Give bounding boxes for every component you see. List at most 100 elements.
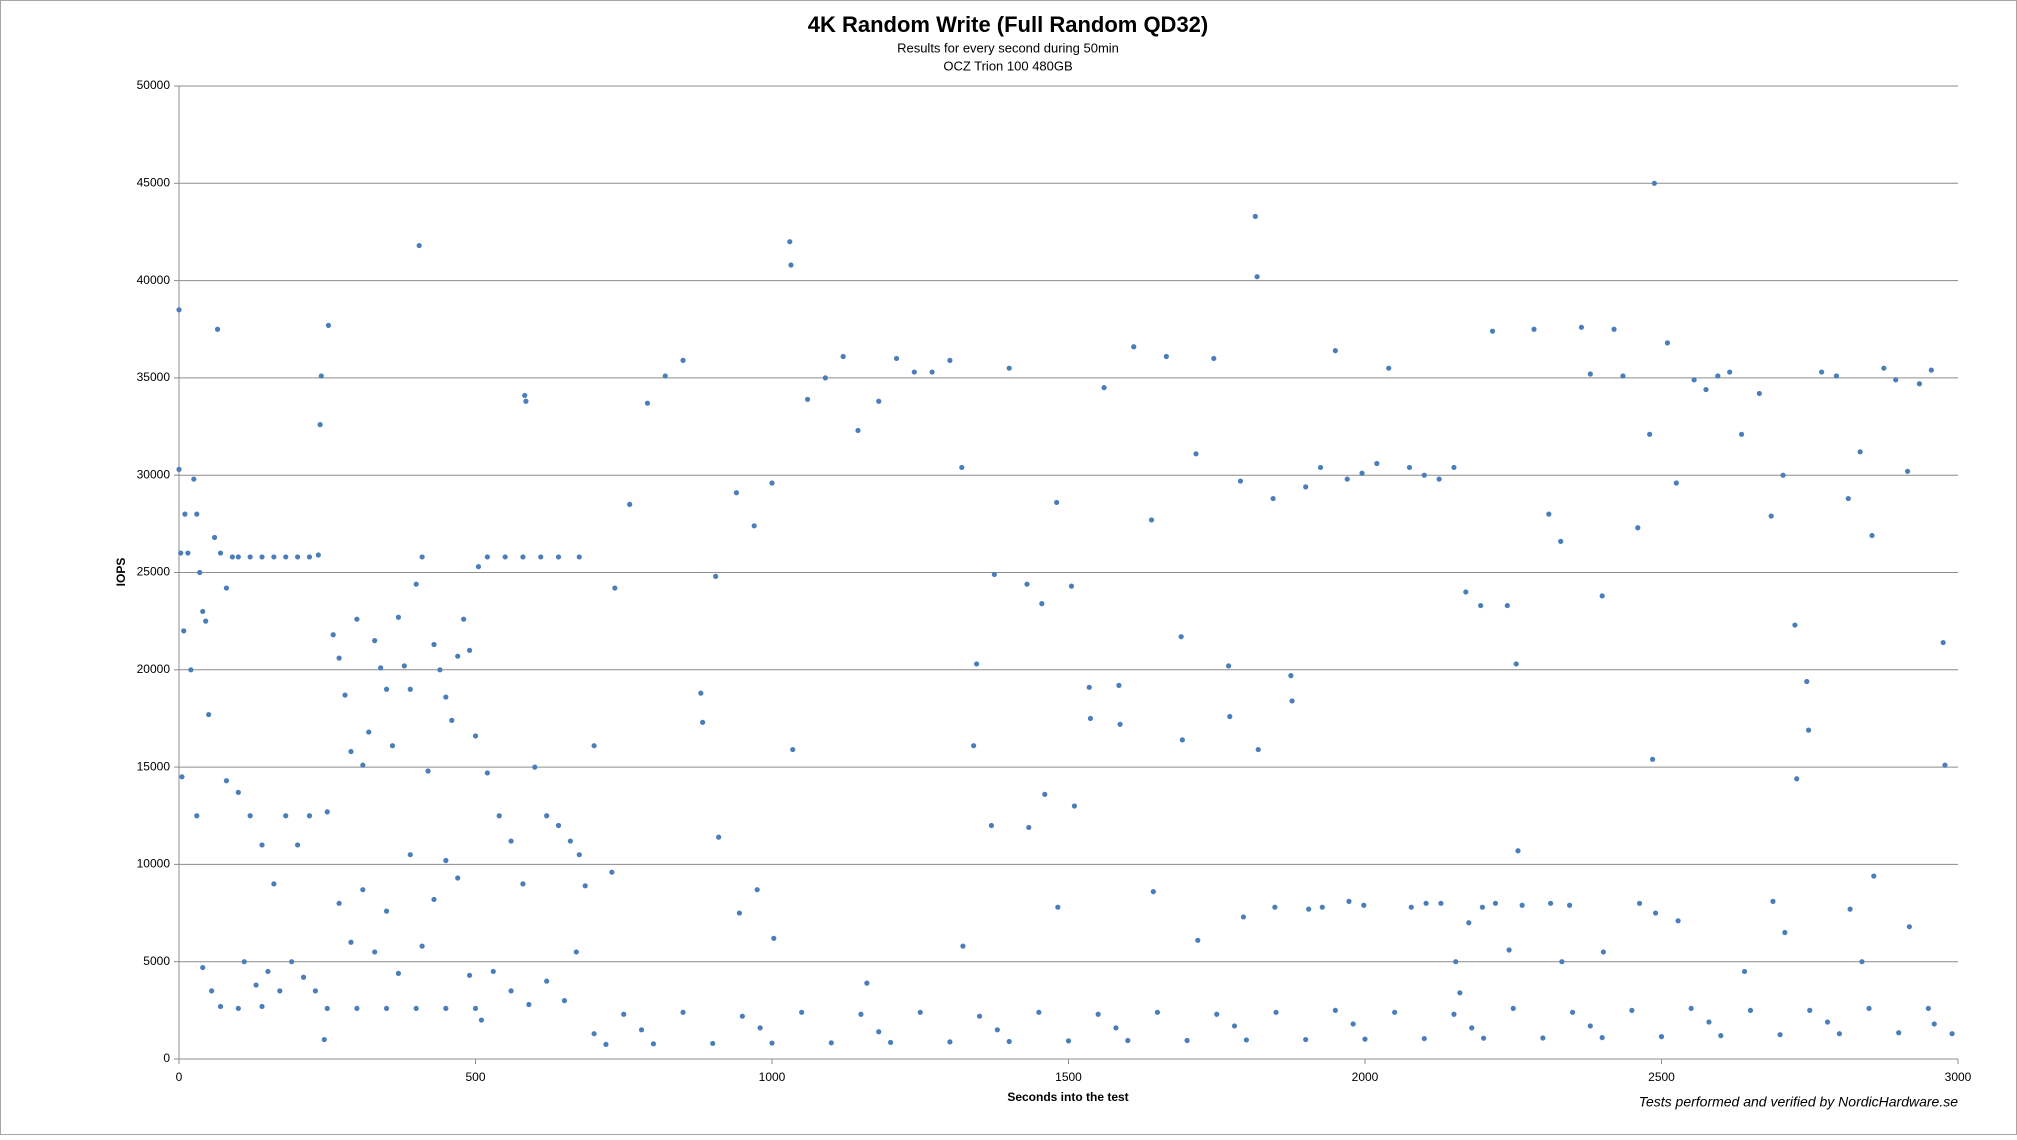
data-point [1510,1005,1516,1012]
data-point [1436,476,1442,482]
data-point [1893,377,1899,383]
data-point [1039,601,1045,607]
data-point [1071,803,1078,809]
data-point [1675,918,1681,924]
data-point [1703,386,1709,393]
data-point [419,943,425,949]
data-point [336,655,342,661]
data-point [354,1005,360,1012]
data-point [312,988,318,994]
data-point [1664,340,1671,346]
data-point [1024,581,1030,587]
data-point [736,910,742,916]
x-tick-label: 3000 [1945,1070,1972,1084]
data-point [271,554,277,560]
data-point [1906,924,1912,930]
data-point [383,1005,390,1012]
data-point [769,1040,775,1046]
data-point [475,564,482,570]
data-point [757,1025,763,1031]
data-point [1042,791,1048,797]
data-point [217,1003,224,1010]
data-point [576,554,582,560]
data-point [1845,495,1851,502]
data-point [754,887,760,893]
data-point [787,239,793,245]
data-point [1741,968,1748,975]
data-point [1255,746,1261,753]
data-point [576,852,582,858]
data-point [1548,900,1554,906]
data-point [788,262,794,268]
data-point [603,1041,609,1048]
data-point [1453,959,1459,965]
data-point [698,690,704,696]
data-point [959,464,965,471]
data-point [888,1039,894,1046]
data-point [1226,663,1232,669]
data-point [1086,684,1092,690]
data-point [591,1031,597,1037]
data-point [1940,639,1946,646]
y-tick-label: 25000 [137,565,171,579]
y-tick-label: 5000 [143,954,170,968]
data-point [1504,602,1510,609]
data-point [324,1005,330,1012]
data-point [1777,1032,1783,1038]
data-point [1629,1007,1635,1013]
data-point [461,616,467,622]
data-point [544,978,550,984]
data-point [804,396,811,402]
data-point [419,554,425,560]
data-point [1492,900,1499,906]
data-point [1718,1033,1724,1039]
data-point [1463,589,1469,595]
data-point [1824,1019,1831,1025]
data-point [1026,824,1032,831]
data-point [561,998,568,1004]
data-point [443,1005,449,1012]
data-point [947,1039,953,1045]
data-point [1942,762,1948,768]
data-point [1211,355,1217,362]
data-point [348,939,354,945]
data-point [372,949,378,955]
data-point [1113,1025,1119,1031]
data-point [911,369,917,375]
data-point [259,842,265,848]
y-tick-label: 45000 [137,175,171,189]
data-point [1857,449,1863,455]
data-point [700,719,706,725]
data-point [1421,1035,1427,1042]
data-point [1374,460,1380,467]
data-point [1231,1023,1238,1029]
data-point [1780,472,1786,478]
data-point [1782,929,1788,936]
data-point [710,1040,716,1047]
data-point [1361,902,1367,908]
data-point [1896,1030,1902,1036]
data-point [372,638,378,644]
y-tick-label: 40000 [137,273,171,287]
data-point [176,466,182,472]
data-point [864,980,870,986]
data-point [1332,1007,1338,1013]
data-point [188,667,194,673]
data-point [1691,377,1697,383]
data-point [395,970,402,976]
data-point [1515,848,1521,854]
data-point [407,686,413,692]
data-point [176,307,182,313]
data-point [1833,373,1840,379]
data-point [960,943,966,949]
data-point [1154,1009,1161,1015]
data-point [1794,776,1800,782]
data-point [612,585,618,591]
data-point [1423,900,1429,906]
data-point [828,1040,834,1046]
data-point [1478,602,1484,609]
data-point [306,813,313,819]
data-point [994,1027,1000,1033]
data-point [591,743,597,749]
